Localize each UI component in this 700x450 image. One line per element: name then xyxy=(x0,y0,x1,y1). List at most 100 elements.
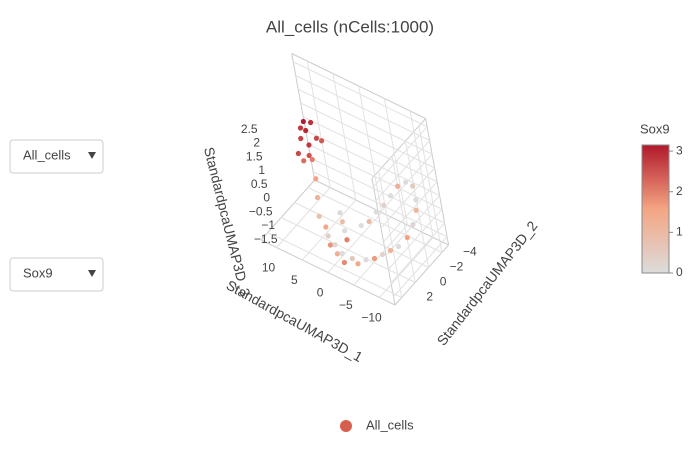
colorbar-tick-label: 0 xyxy=(676,265,683,279)
grid-line xyxy=(390,222,445,284)
grid-line xyxy=(307,187,443,253)
point xyxy=(363,257,369,263)
grid-line xyxy=(312,171,448,238)
dropdown-label[interactable]: Sox9 xyxy=(23,265,53,280)
point xyxy=(410,183,416,189)
point xyxy=(355,261,361,267)
point xyxy=(339,250,345,257)
grid-line xyxy=(380,167,435,229)
y-tick-label: −2 xyxy=(450,260,464,274)
grid-line xyxy=(297,88,433,155)
point xyxy=(403,179,409,185)
point xyxy=(334,251,340,257)
point xyxy=(314,194,321,201)
point xyxy=(381,202,387,208)
point xyxy=(313,176,319,182)
point xyxy=(373,209,379,215)
point xyxy=(342,228,348,234)
point xyxy=(358,222,364,229)
point xyxy=(337,210,343,216)
y-tick-label: 2 xyxy=(426,290,433,304)
dropdown-label[interactable]: All_cells xyxy=(23,147,71,162)
grid-line xyxy=(310,157,445,224)
grid-line xyxy=(280,217,416,283)
x-tick-label: −10 xyxy=(361,311,382,325)
grid-line xyxy=(383,181,438,243)
z-tick-label: 1.5 xyxy=(246,149,263,163)
y-tick-label: −4 xyxy=(463,245,477,259)
colorbar-tick-label: 2 xyxy=(676,184,683,198)
grid-line xyxy=(300,102,435,169)
grid-line xyxy=(276,187,331,248)
chart-title: All_cells (nCells:1000) xyxy=(266,17,434,36)
x-tick-label: 10 xyxy=(262,261,276,275)
colorbar-tick-label: 1 xyxy=(676,225,683,239)
point xyxy=(344,237,350,243)
z-tick-label: 2 xyxy=(253,136,260,150)
point xyxy=(395,243,402,250)
point xyxy=(395,183,401,189)
z-tick-label: 1 xyxy=(258,163,265,177)
colorbar-tick-label: 3 xyxy=(676,143,683,157)
dropdown-arrow[interactable] xyxy=(88,270,96,277)
colorbar-title: Sox9 xyxy=(640,121,670,136)
box-edge xyxy=(260,179,316,241)
grid-line xyxy=(302,116,438,183)
grid-line xyxy=(393,236,448,298)
dropdown[interactable]: Sox9 xyxy=(9,257,104,292)
grid-line xyxy=(373,126,428,188)
colorbar xyxy=(641,144,670,274)
point xyxy=(313,135,320,141)
grid-line xyxy=(307,143,443,210)
point xyxy=(327,242,334,248)
point xyxy=(300,118,306,125)
point xyxy=(297,125,304,131)
z-tick-label: −0.5 xyxy=(249,204,273,218)
grid-line xyxy=(327,212,383,273)
point xyxy=(371,255,378,262)
z-axis-title: StandardpcaUMAP3D_3 xyxy=(201,145,254,298)
point xyxy=(295,150,302,157)
point xyxy=(341,259,347,266)
point xyxy=(388,193,394,199)
point xyxy=(303,127,309,134)
point xyxy=(387,247,394,254)
point xyxy=(410,221,416,228)
box-edge xyxy=(371,118,426,179)
grid-line xyxy=(379,237,434,298)
dropdown-box[interactable] xyxy=(9,139,104,174)
z-tick-label: −1 xyxy=(261,218,275,232)
point xyxy=(366,218,372,225)
point xyxy=(306,142,312,148)
point xyxy=(301,158,307,164)
grid-line xyxy=(301,199,357,261)
point xyxy=(316,213,322,219)
grid-line xyxy=(294,202,429,268)
point xyxy=(413,207,419,213)
point xyxy=(379,251,386,258)
grid-line xyxy=(292,61,428,128)
point xyxy=(323,224,329,230)
grid-line xyxy=(388,208,443,270)
point xyxy=(413,197,419,203)
point xyxy=(307,119,314,126)
point xyxy=(325,233,331,239)
legend-marker[interactable] xyxy=(340,420,352,432)
grid-line xyxy=(267,232,402,298)
point xyxy=(306,152,312,159)
z-tick-label: −1.5 xyxy=(254,232,278,246)
z-tick-label: 2.5 xyxy=(241,122,258,136)
z-tick-label: 0.5 xyxy=(251,177,268,191)
y-axis-title: StandardpcaUMAP3D_2 xyxy=(433,218,540,349)
point xyxy=(319,138,325,144)
point xyxy=(404,234,410,241)
dropdown[interactable]: All_cells xyxy=(9,139,104,174)
dropdown-box[interactable] xyxy=(9,257,104,292)
point xyxy=(332,242,338,248)
point xyxy=(339,219,345,225)
legend-label[interactable]: All_cells xyxy=(366,417,414,432)
grid-line xyxy=(375,140,430,201)
point xyxy=(349,255,355,262)
dropdown-arrow[interactable] xyxy=(88,152,96,159)
